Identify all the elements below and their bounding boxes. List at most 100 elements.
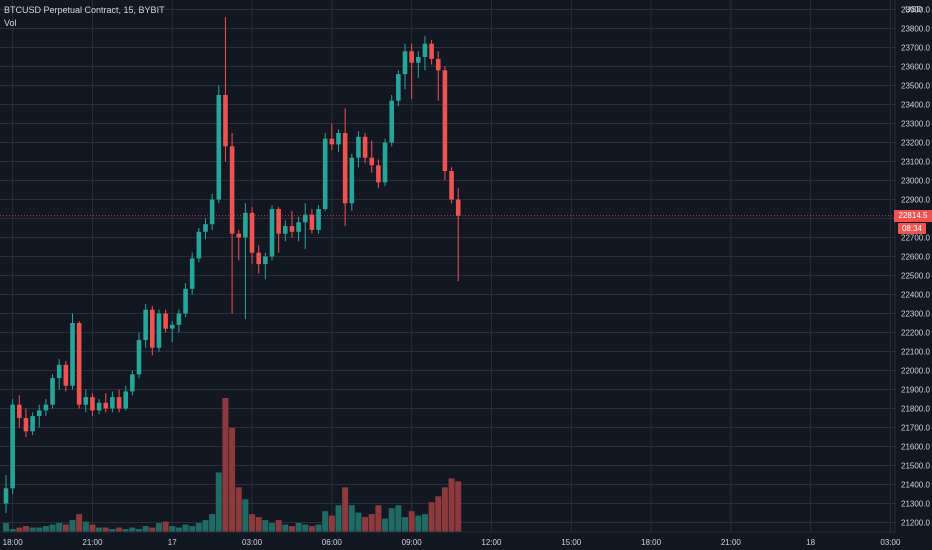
volume-bar <box>421 514 428 532</box>
candle-body <box>342 133 348 204</box>
volume-bar <box>382 518 389 532</box>
symbol-title[interactable]: BTCUSD Perpetual Contract, 15, BYBIT <box>4 5 165 15</box>
price-tick-label: 23500.0 <box>901 82 930 91</box>
volume-bar <box>202 520 209 532</box>
volume-bar <box>229 427 236 532</box>
price-tick-label: 23700.0 <box>901 44 930 53</box>
volume-bar <box>255 517 262 532</box>
price-axis[interactable]: 21200.0 21300.0 21400.0 21500.0 21600.0 21700… <box>901 6 930 528</box>
volume-bar <box>136 529 142 532</box>
price-tick-label: 21900.0 <box>901 386 930 395</box>
candle-body <box>196 231 202 259</box>
candle-body <box>30 416 35 432</box>
price-tick-label: 22100.0 <box>901 348 930 357</box>
candle-body <box>389 100 394 143</box>
price-tick-label: 23600.0 <box>901 63 930 72</box>
price-tick-label: 21300.0 <box>901 500 930 509</box>
volume-bar <box>342 487 349 532</box>
time-tick-label: 03:00 <box>880 538 901 547</box>
volume-bar <box>142 526 149 532</box>
candle-body <box>316 209 321 230</box>
volume-bar <box>96 527 103 532</box>
price-tick-label: 21700.0 <box>901 424 930 433</box>
candle-body <box>302 214 308 223</box>
candle-body <box>209 199 215 225</box>
time-tick-label: 12:00 <box>481 538 502 547</box>
volume-bar <box>388 508 395 532</box>
volume-bar <box>375 505 382 532</box>
volume-bar <box>189 526 196 532</box>
time-tick-label: 09:00 <box>402 538 423 547</box>
volume-bar <box>162 521 169 532</box>
grid-lines <box>0 0 895 532</box>
volume-bar <box>169 526 176 532</box>
candle-body <box>416 57 421 63</box>
volume-bar <box>62 524 69 532</box>
candle-body <box>329 138 335 145</box>
time-tick-label: 21:00 <box>82 538 103 547</box>
volume-bar <box>348 505 355 532</box>
time-tick-label: 21:00 <box>721 538 742 547</box>
time-axis[interactable]: 18:00 21:00 17 03:00 06:00 09:00 12:00 15:00 18:… <box>3 538 901 547</box>
candle-body <box>283 226 288 234</box>
volume-bar <box>215 472 222 532</box>
price-tick-label: 23800.0 <box>901 25 930 34</box>
candle-body <box>362 136 368 158</box>
candle-body <box>136 340 142 375</box>
price-tick-label: 23000.0 <box>901 177 930 186</box>
candle-body <box>229 146 235 234</box>
volume-bar <box>288 526 295 532</box>
volume-bar <box>448 478 455 532</box>
volume-bar <box>89 524 96 532</box>
price-tick-label: 22400.0 <box>901 291 930 300</box>
volume-bar <box>116 527 123 532</box>
candle-body <box>409 51 414 63</box>
price-tick-label: 21200.0 <box>901 519 930 528</box>
candle-body <box>402 51 408 75</box>
volume-bar <box>295 523 302 532</box>
volume-bar <box>402 517 408 532</box>
price-tick-label: 23200.0 <box>901 139 930 148</box>
volume-bar <box>69 520 76 532</box>
candle-body <box>442 70 448 171</box>
volume-bar <box>262 520 269 532</box>
candle-body <box>296 222 301 232</box>
volume-bar <box>269 523 275 532</box>
volume-bar <box>149 527 156 532</box>
time-tick-label: 18:00 <box>3 538 24 547</box>
candle-body <box>90 397 95 411</box>
bar-countdown-tag: 08:34 <box>898 222 926 234</box>
volume-bar <box>36 527 43 532</box>
volume-indicator-label[interactable]: Vol <box>4 18 17 28</box>
candle-body <box>243 212 248 238</box>
candle-body <box>163 313 168 329</box>
volume-bar <box>308 526 315 532</box>
volume-bar <box>408 511 415 532</box>
volume-bar <box>56 523 63 532</box>
volume-bar <box>195 523 202 532</box>
time-tick-label: 06:00 <box>322 538 343 547</box>
candle-body <box>356 136 361 158</box>
candle-body <box>56 364 62 379</box>
candle-body <box>382 142 388 183</box>
candle-body <box>110 397 115 409</box>
volume-bar <box>428 502 435 532</box>
candle-body <box>63 364 69 386</box>
volume-bar <box>435 496 442 532</box>
volume-bar <box>182 524 189 532</box>
candle-body <box>150 309 155 348</box>
volume-bar <box>155 523 162 532</box>
volume-bar <box>275 520 282 532</box>
candle-body <box>10 404 15 489</box>
candle-body <box>43 404 49 411</box>
volume-bar <box>175 527 182 532</box>
candle-body <box>169 324 175 329</box>
candle-body <box>396 74 401 101</box>
candle-body <box>143 309 148 341</box>
candle-body <box>236 233 242 238</box>
currency-label[interactable]: USD <box>905 5 922 14</box>
candle-body <box>23 418 29 432</box>
candle-body <box>216 95 222 200</box>
volume-bar <box>249 514 256 532</box>
